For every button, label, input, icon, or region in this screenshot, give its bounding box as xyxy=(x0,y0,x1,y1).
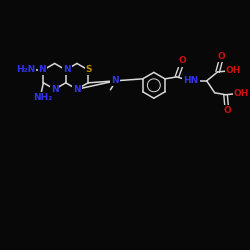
Text: HN: HN xyxy=(183,76,198,85)
Text: H₂N: H₂N xyxy=(16,66,35,74)
Text: OH: OH xyxy=(226,66,241,76)
Text: O: O xyxy=(224,106,232,115)
Text: N: N xyxy=(38,66,46,74)
Text: O: O xyxy=(218,52,226,60)
Text: N: N xyxy=(73,85,81,94)
Text: OH: OH xyxy=(234,89,249,98)
Text: NH₂: NH₂ xyxy=(33,93,52,102)
Text: S: S xyxy=(86,66,92,74)
Text: N: N xyxy=(51,85,58,94)
Text: N: N xyxy=(112,76,119,85)
Text: O: O xyxy=(178,56,186,66)
Text: N: N xyxy=(63,66,70,74)
